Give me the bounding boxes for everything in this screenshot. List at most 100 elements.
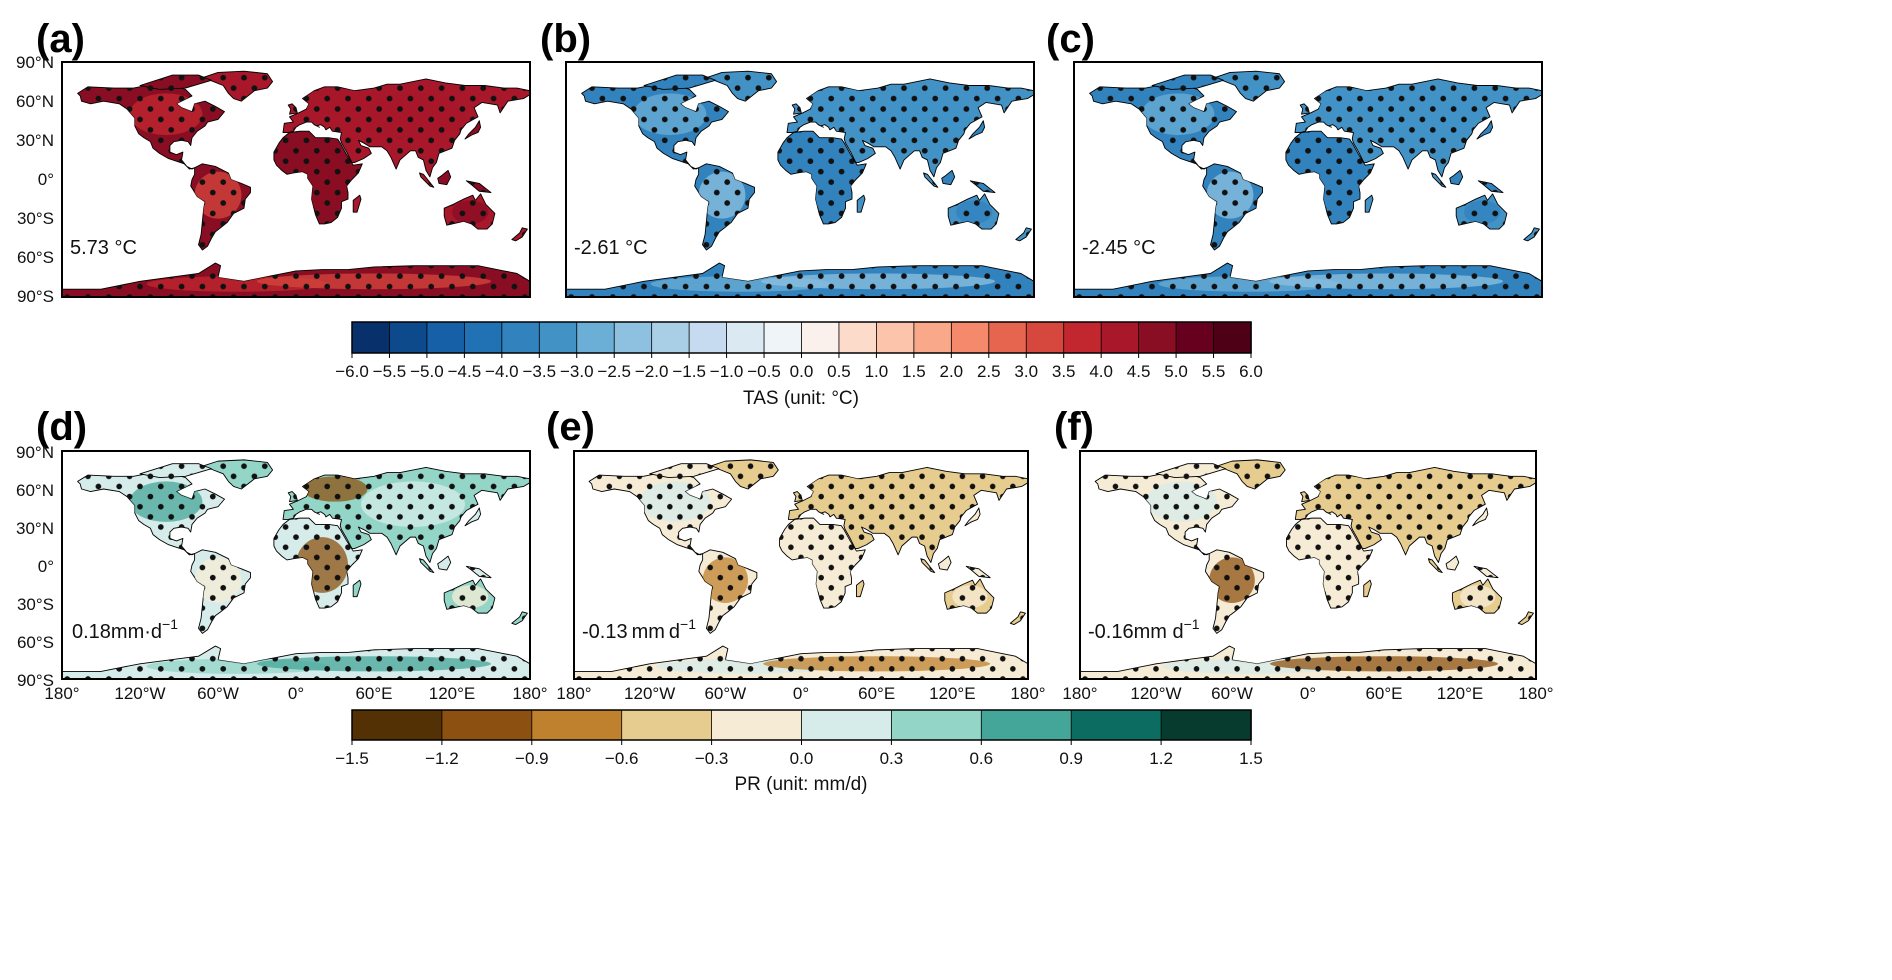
lat-axis-top: 90°N 60°N 30°N 0° 30°S 60°S 90°S (16, 53, 54, 306)
lat-tick: 90°S (17, 287, 54, 306)
colorbar-tick-label: −5.0 (410, 362, 444, 381)
colorbar-tick-label: 0.6 (969, 749, 993, 768)
panel-mean-e: -0.13 mm d−1 (582, 616, 696, 643)
panel-b: (b) -2.61 °C (540, 17, 1035, 298)
colorbar-cell (351, 321, 391, 354)
colorbar-tick-label: −4.5 (448, 362, 482, 381)
colorbar-cell (621, 709, 713, 741)
colorbar-ticks: −6.0 −5.5 −5.0 −4.5 −4.0 −3.5 −3.0 −2.5 −2.0 −1.5… (335, 353, 1263, 381)
colorbar-cell (838, 321, 878, 354)
lat-tick: 60°N (16, 481, 54, 500)
map-f (1080, 451, 1536, 679)
colorbar-cell (1175, 321, 1215, 354)
lon-tick: 120°W (624, 684, 675, 703)
colorbar-tick-label: 1.5 (902, 362, 926, 381)
colorbar-tick-label: −0.6 (605, 749, 639, 768)
map-d (62, 451, 530, 679)
colorbar-cell (501, 321, 540, 354)
colorbar-cell (1213, 321, 1252, 354)
colorbar-cell (576, 321, 615, 354)
colorbar-cell (426, 321, 466, 354)
colorbar-cell (389, 321, 428, 354)
colorbar-cell (913, 321, 953, 354)
colorbar-tick-label: −4.0 (485, 362, 519, 381)
colorbar-tick-label: −3.0 (560, 362, 594, 381)
panel-mean-d: 0.18mm·d−1 (72, 616, 178, 643)
lon-tick: 180° (1518, 684, 1553, 703)
colorbar-cell (1063, 321, 1102, 354)
colorbar-title-tas: TAS (unit: °C) (743, 388, 859, 409)
colorbar-tick-label: 3.5 (1052, 362, 1076, 381)
lat-tick: 30°S (17, 595, 54, 614)
colorbar-tick-label: −2.5 (597, 362, 631, 381)
lat-tick: 90°N (16, 443, 54, 462)
lat-tick: 30°N (16, 519, 54, 538)
colorbar-cell (463, 321, 503, 354)
map-e (574, 451, 1028, 679)
map-c (1074, 62, 1542, 297)
panel-label-b: (b) (540, 17, 591, 61)
colorbar-tick-label: 1.2 (1149, 749, 1173, 768)
map-frame-e (573, 450, 1029, 680)
colorbar-cell (1160, 709, 1252, 741)
lat-tick: 60°S (17, 633, 54, 652)
lon-tick: 180° (556, 684, 591, 703)
lon-tick: 120°E (429, 684, 476, 703)
lon-tick: 120°W (1130, 684, 1181, 703)
colorbar-cell (538, 321, 578, 354)
panel-c: (c) -2.45 °C (1046, 17, 1543, 298)
map-frame-f (1079, 450, 1537, 680)
colorbar-cell (711, 709, 803, 741)
lon-tick: 60°W (197, 684, 239, 703)
colorbar-tick-label: 6.0 (1239, 362, 1263, 381)
panel-e: (e) -0.13 mm d−1 (546, 405, 1029, 680)
lat-tick: 30°S (17, 209, 54, 228)
colorbar-pr: −1.5 −1.2 −0.9 −0.6 −0.3 0.0 0.3 0.6 0.9 1.2 1.5 P… (335, 709, 1263, 795)
panel-a: (a) 5.73 °C (36, 17, 531, 298)
lat-tick: 60°S (17, 248, 54, 267)
lon-tick: 60°E (858, 684, 895, 703)
lat-tick: 30°N (16, 131, 54, 150)
lon-tick: 0° (793, 684, 809, 703)
colorbar-cell (726, 321, 765, 354)
colorbar-tick-label: −1.5 (335, 749, 369, 768)
panel-label-e: (e) (546, 405, 595, 449)
lon-axis-d: 180° 120°W 60°W 0° 60°E 120°E 180° (44, 684, 547, 703)
colorbar-title-pr: PR (unit: mm/d) (734, 774, 867, 795)
panel-mean-e-exp: −1 (680, 616, 696, 632)
lon-tick: 60°W (1211, 684, 1253, 703)
panel-label-f: (f) (1054, 405, 1094, 449)
lon-axis-f: 180° 120°W 60°W 0° 60°E 120°E 180° (1062, 684, 1553, 703)
colorbar-tick-label: −3.5 (523, 362, 557, 381)
colorbar-cell (351, 709, 443, 741)
lat-tick: 90°N (16, 53, 54, 72)
colorbar-tick-label: 1.0 (865, 362, 889, 381)
colorbar-tick-label: −0.5 (747, 362, 781, 381)
panel-mean-e-text: -0.13 mm d (582, 621, 680, 643)
colorbar-tick-label: −6.0 (335, 362, 369, 381)
colorbar-tick-label: 4.0 (1089, 362, 1113, 381)
colorbar-cell (613, 321, 653, 354)
panel-mean-d-text: 0.18mm·d (72, 621, 162, 643)
map-frame-d (61, 450, 531, 680)
colorbar-tas: −6.0 −5.5 −5.0 −4.5 −4.0 −3.5 −3.0 −2.5 −2.0 −1.5… (335, 321, 1263, 409)
colorbar-tick-label: −5.5 (373, 362, 407, 381)
panel-label-d: (d) (36, 405, 87, 449)
lat-tick: 90°S (17, 671, 54, 690)
lon-axis-e: 180° 120°W 60°W 0° 60°E 120°E 180° (556, 684, 1045, 703)
panel-d: (d) 0.18mm·d−1 (36, 405, 531, 680)
colorbar-cell (950, 321, 990, 354)
colorbar-cell (1138, 321, 1177, 354)
lon-tick: 120°E (929, 684, 976, 703)
colorbar-tick-label: 5.0 (1164, 362, 1188, 381)
colorbar-tick-label: 1.5 (1239, 749, 1263, 768)
colorbar-cell (688, 321, 728, 354)
colorbar-cell (801, 709, 893, 741)
colorbar-tick-label: 0.0 (790, 362, 814, 381)
colorbar-cell (763, 321, 803, 354)
colorbar-cell (1025, 321, 1065, 354)
lat-tick: 0° (38, 170, 54, 189)
colorbar-tick-label: −1.0 (710, 362, 744, 381)
colorbar-cell (441, 709, 533, 741)
panel-mean-d-exp: −1 (162, 616, 178, 632)
